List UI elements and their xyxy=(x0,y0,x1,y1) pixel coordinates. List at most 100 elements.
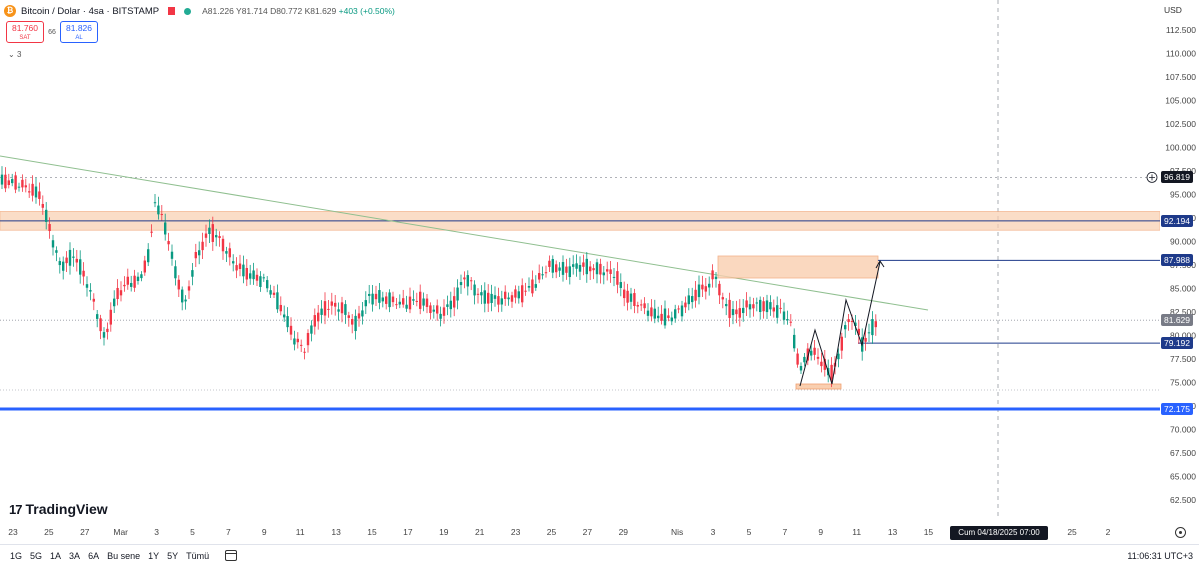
candle xyxy=(674,304,677,323)
candle xyxy=(599,258,602,284)
range-1a[interactable]: 1A xyxy=(50,550,62,561)
candle xyxy=(208,219,211,243)
candle xyxy=(612,268,616,287)
candle xyxy=(752,297,755,317)
calendar-icon[interactable] xyxy=(225,550,238,561)
candle xyxy=(548,255,551,272)
candle xyxy=(21,174,24,192)
symbol-title[interactable]: Bitcoin / Dolar · 4sa · BITSTAMP xyxy=(21,5,160,17)
candle xyxy=(544,265,548,278)
buy-button[interactable]: 81.826 AL xyxy=(60,21,98,43)
trendline[interactable] xyxy=(0,155,929,311)
candle xyxy=(714,272,718,288)
candle xyxy=(133,269,136,292)
candle xyxy=(255,268,259,286)
candle xyxy=(782,302,786,325)
candle xyxy=(524,282,527,296)
ohlc-low: D80.772 xyxy=(270,6,303,16)
price-tick-label: 102.500 xyxy=(1165,119,1196,129)
settings-icon[interactable] xyxy=(1175,527,1186,538)
candle xyxy=(337,302,340,321)
price-tick-label: 97.500 xyxy=(1170,166,1196,176)
chart-canvas[interactable] xyxy=(0,0,1160,520)
time-tick-label: 25 xyxy=(1067,527,1077,537)
candle xyxy=(555,260,558,279)
market-status-icon xyxy=(184,7,192,15)
flag-icon[interactable] xyxy=(168,7,176,15)
price-tag: 79.192 xyxy=(1161,337,1193,350)
candle xyxy=(844,321,847,338)
time-axis[interactable]: 23 25 27 Mar 3 5 7 9 11 13 15 17 19 21 23 25 27 29 Nis 3 5 7 9… xyxy=(0,522,1160,542)
candle xyxy=(697,275,701,305)
candle xyxy=(238,254,242,277)
time-tick-label: 3 xyxy=(154,527,159,537)
candle xyxy=(296,332,299,349)
range-1y[interactable]: 1Y xyxy=(148,550,160,561)
price-tick-label: 77.500 xyxy=(1170,354,1196,364)
candle xyxy=(266,276,269,293)
candle xyxy=(820,352,823,373)
candle xyxy=(629,287,633,310)
candle xyxy=(378,283,381,310)
range-6a[interactable]: 6A xyxy=(88,550,100,561)
candle xyxy=(119,281,123,302)
candle xyxy=(388,289,391,313)
candle xyxy=(419,284,422,315)
candle xyxy=(592,264,595,280)
candle xyxy=(745,292,748,317)
time-tick-label: 27 xyxy=(80,527,90,537)
price-tick-label: 80.000 xyxy=(1170,331,1196,341)
range-all[interactable]: Tümü xyxy=(186,550,210,561)
range-5y[interactable]: 5Y xyxy=(167,550,179,561)
candle xyxy=(14,171,17,194)
candle xyxy=(160,205,163,221)
candle xyxy=(725,298,728,316)
candle xyxy=(459,274,463,294)
candle xyxy=(174,260,177,286)
target-zone[interactable] xyxy=(717,255,879,279)
range-ytd[interactable]: Bu sene xyxy=(107,550,141,561)
candle xyxy=(704,277,707,300)
candle xyxy=(371,285,374,312)
range-1g[interactable]: 1G xyxy=(10,550,23,561)
candle xyxy=(351,314,354,334)
time-tick-label: 13 xyxy=(331,527,341,537)
range-3a[interactable]: 3A xyxy=(69,550,81,561)
projection-path[interactable] xyxy=(799,261,881,387)
candle xyxy=(374,285,378,306)
candle xyxy=(109,302,112,332)
candle xyxy=(867,323,871,342)
clock[interactable]: 11:06:31 UTC+3 xyxy=(1127,550,1193,561)
candle xyxy=(136,272,140,285)
candle xyxy=(663,300,667,329)
time-tick-label: 23 xyxy=(511,527,521,537)
candle xyxy=(381,291,384,308)
candle xyxy=(276,284,279,313)
candle xyxy=(116,279,119,306)
candle xyxy=(215,228,218,247)
candle xyxy=(317,304,320,330)
time-tick-label: 9 xyxy=(818,527,823,537)
candle xyxy=(79,250,82,284)
candle xyxy=(670,311,673,326)
candle xyxy=(62,256,65,280)
watermark-text: TradingView xyxy=(25,501,108,517)
candle xyxy=(242,255,245,284)
candle xyxy=(17,182,21,192)
candle xyxy=(279,296,282,316)
candle xyxy=(347,311,350,327)
bottom-zone[interactable] xyxy=(795,383,842,390)
time-tick-label: 7 xyxy=(226,527,231,537)
candle xyxy=(466,270,469,296)
candle xyxy=(34,177,38,204)
candle xyxy=(157,196,160,220)
candle xyxy=(748,296,752,318)
currency-label[interactable]: USD xyxy=(1164,5,1182,15)
candle xyxy=(262,273,265,282)
candle xyxy=(701,275,704,297)
sell-button[interactable]: 81.760 SAT xyxy=(6,21,44,43)
candle xyxy=(55,246,58,262)
indicators-toggle[interactable]: ⌄ 3 xyxy=(8,50,21,59)
time-tick-label: 5 xyxy=(747,527,752,537)
range-5g[interactable]: 5G xyxy=(30,550,43,561)
